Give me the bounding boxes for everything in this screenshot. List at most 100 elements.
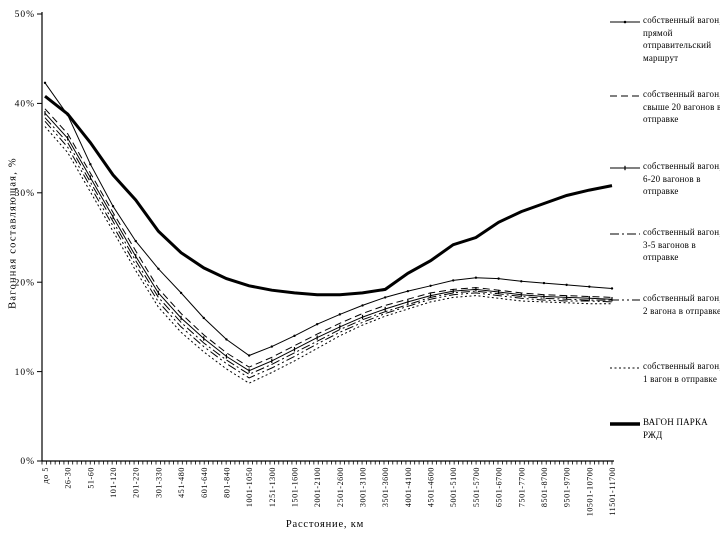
series-marker <box>247 354 251 357</box>
legend: собственный вагон, прямой отправительски… <box>610 0 720 544</box>
series-marker <box>270 345 273 348</box>
x-category-label: 1501-1600 <box>290 467 299 507</box>
legend-item: ВАГОН ПАРКА РЖД <box>610 416 720 441</box>
series-marker <box>338 313 342 316</box>
series-marker <box>611 296 613 302</box>
series-marker <box>407 299 409 305</box>
series-marker <box>406 289 410 293</box>
legend-line-sample <box>610 20 640 24</box>
x-category-label: до 5 <box>41 467 50 483</box>
y-tick-label: 30% <box>15 189 35 199</box>
series-marker <box>89 175 91 180</box>
x-category-label: 7501-7700 <box>517 467 526 507</box>
legend-item-label: ВАГОН ПАРКА РЖД <box>643 417 708 440</box>
x-category-label: 2501-2600 <box>336 467 345 507</box>
x-axis-title: Расстояние, км <box>285 519 365 530</box>
series-marker <box>67 136 69 141</box>
series-marker <box>588 285 591 288</box>
series-marker <box>293 334 296 338</box>
x-category-label: 6501-6700 <box>495 467 504 507</box>
series-marker <box>452 279 455 282</box>
x-category-label: 8501-8700 <box>540 467 549 507</box>
series-marker <box>361 314 364 320</box>
series-marker <box>565 283 568 287</box>
legend-item-label: собственный вагон, 3-5 вагонов в отправк… <box>643 227 720 262</box>
series-marker <box>520 292 522 297</box>
legend-line-sample <box>610 367 640 369</box>
legend-item-label: собственный вагон, 6-20 вагонов в отправ… <box>643 161 720 196</box>
legend-item: собственный вагон, 2 вагона в отправке <box>610 292 720 317</box>
y-tick-label: 10% <box>15 368 35 378</box>
series-marker <box>135 254 137 259</box>
series-marker <box>429 284 432 287</box>
x-category-label: 4501-4600 <box>427 467 436 507</box>
series-marker <box>316 335 318 340</box>
legend-line-sample <box>610 165 640 171</box>
y-tick-label: 50% <box>15 10 35 20</box>
legend-item-label: собственный вагон, 2 вагона в отправке <box>643 293 720 316</box>
x-category-label: 451-480 <box>177 467 186 498</box>
series-marker <box>248 368 250 373</box>
series-marker <box>339 324 341 330</box>
y-tick-label: 40% <box>15 100 35 110</box>
legend-item: собственный вагон, прямой отправительски… <box>610 14 720 64</box>
x-category-label: 3501-3600 <box>381 467 390 507</box>
series-marker <box>429 293 432 298</box>
series-marker <box>610 287 614 290</box>
series-marker <box>44 111 46 116</box>
series-marker <box>497 277 500 280</box>
x-category-label: 3001-3100 <box>359 467 368 507</box>
series-line-6 <box>44 95 613 297</box>
series-marker <box>180 315 182 321</box>
series-marker <box>179 291 183 295</box>
series-marker <box>203 336 205 341</box>
legend-line-sample <box>610 95 640 97</box>
series-marker <box>566 295 568 300</box>
x-category-label: 4001-4100 <box>404 467 413 507</box>
series-marker <box>157 290 159 296</box>
series-marker <box>361 304 364 307</box>
series-line-2 <box>44 112 613 372</box>
series-marker <box>225 338 228 341</box>
legend-item-label: собственный вагон, 1 вагон в отправке <box>643 361 720 384</box>
series-marker <box>315 323 319 326</box>
x-category-label: 801-840 <box>222 467 231 498</box>
legend-item: собственный вагон, свыше 20 вагонов в от… <box>610 88 720 126</box>
series-line-3 <box>44 117 612 375</box>
y-axis-title: Вагонная составляющая, % <box>7 157 19 309</box>
x-category-label: 1001-1050 <box>245 467 254 507</box>
series-marker <box>588 296 590 301</box>
series-marker <box>384 306 386 312</box>
x-category-label: 601-640 <box>200 467 209 498</box>
y-tick-label: 0% <box>20 457 35 467</box>
x-category-label: 1251-1300 <box>268 467 277 507</box>
series-line-1 <box>44 108 613 368</box>
series-marker <box>543 294 545 299</box>
x-category-label: 201-220 <box>132 467 141 498</box>
series-marker <box>111 205 115 208</box>
series-marker <box>498 289 500 295</box>
series-marker <box>475 287 477 292</box>
series-marker <box>43 81 47 85</box>
x-category-label: 301-330 <box>154 467 163 498</box>
x-category-label: 5001-5100 <box>449 467 458 507</box>
series-marker <box>520 280 523 283</box>
legend-item: собственный вагон, 3-5 вагонов в отправк… <box>610 226 720 264</box>
legend-item: собственный вагон, 1 вагон в отправке <box>610 360 720 385</box>
legend-item: собственный вагон, 6-20 вагонов в отправ… <box>610 160 720 198</box>
legend-item-label: собственный вагон, прямой отправительски… <box>643 15 720 63</box>
series-marker <box>293 347 296 352</box>
series-marker <box>134 239 137 243</box>
legend-line-sample <box>610 422 640 426</box>
series-marker <box>202 316 205 320</box>
legend-line-sample <box>610 299 640 301</box>
y-tick-label: 20% <box>15 278 35 288</box>
series-marker <box>225 354 228 359</box>
legend-item-label: собственный вагон, свыше 20 вагонов в от… <box>643 89 720 124</box>
legend-line-sample <box>610 233 640 235</box>
series-marker <box>112 214 114 220</box>
x-category-label: 26-30 <box>64 467 73 489</box>
x-category-label: 10501-10700 <box>585 467 594 516</box>
